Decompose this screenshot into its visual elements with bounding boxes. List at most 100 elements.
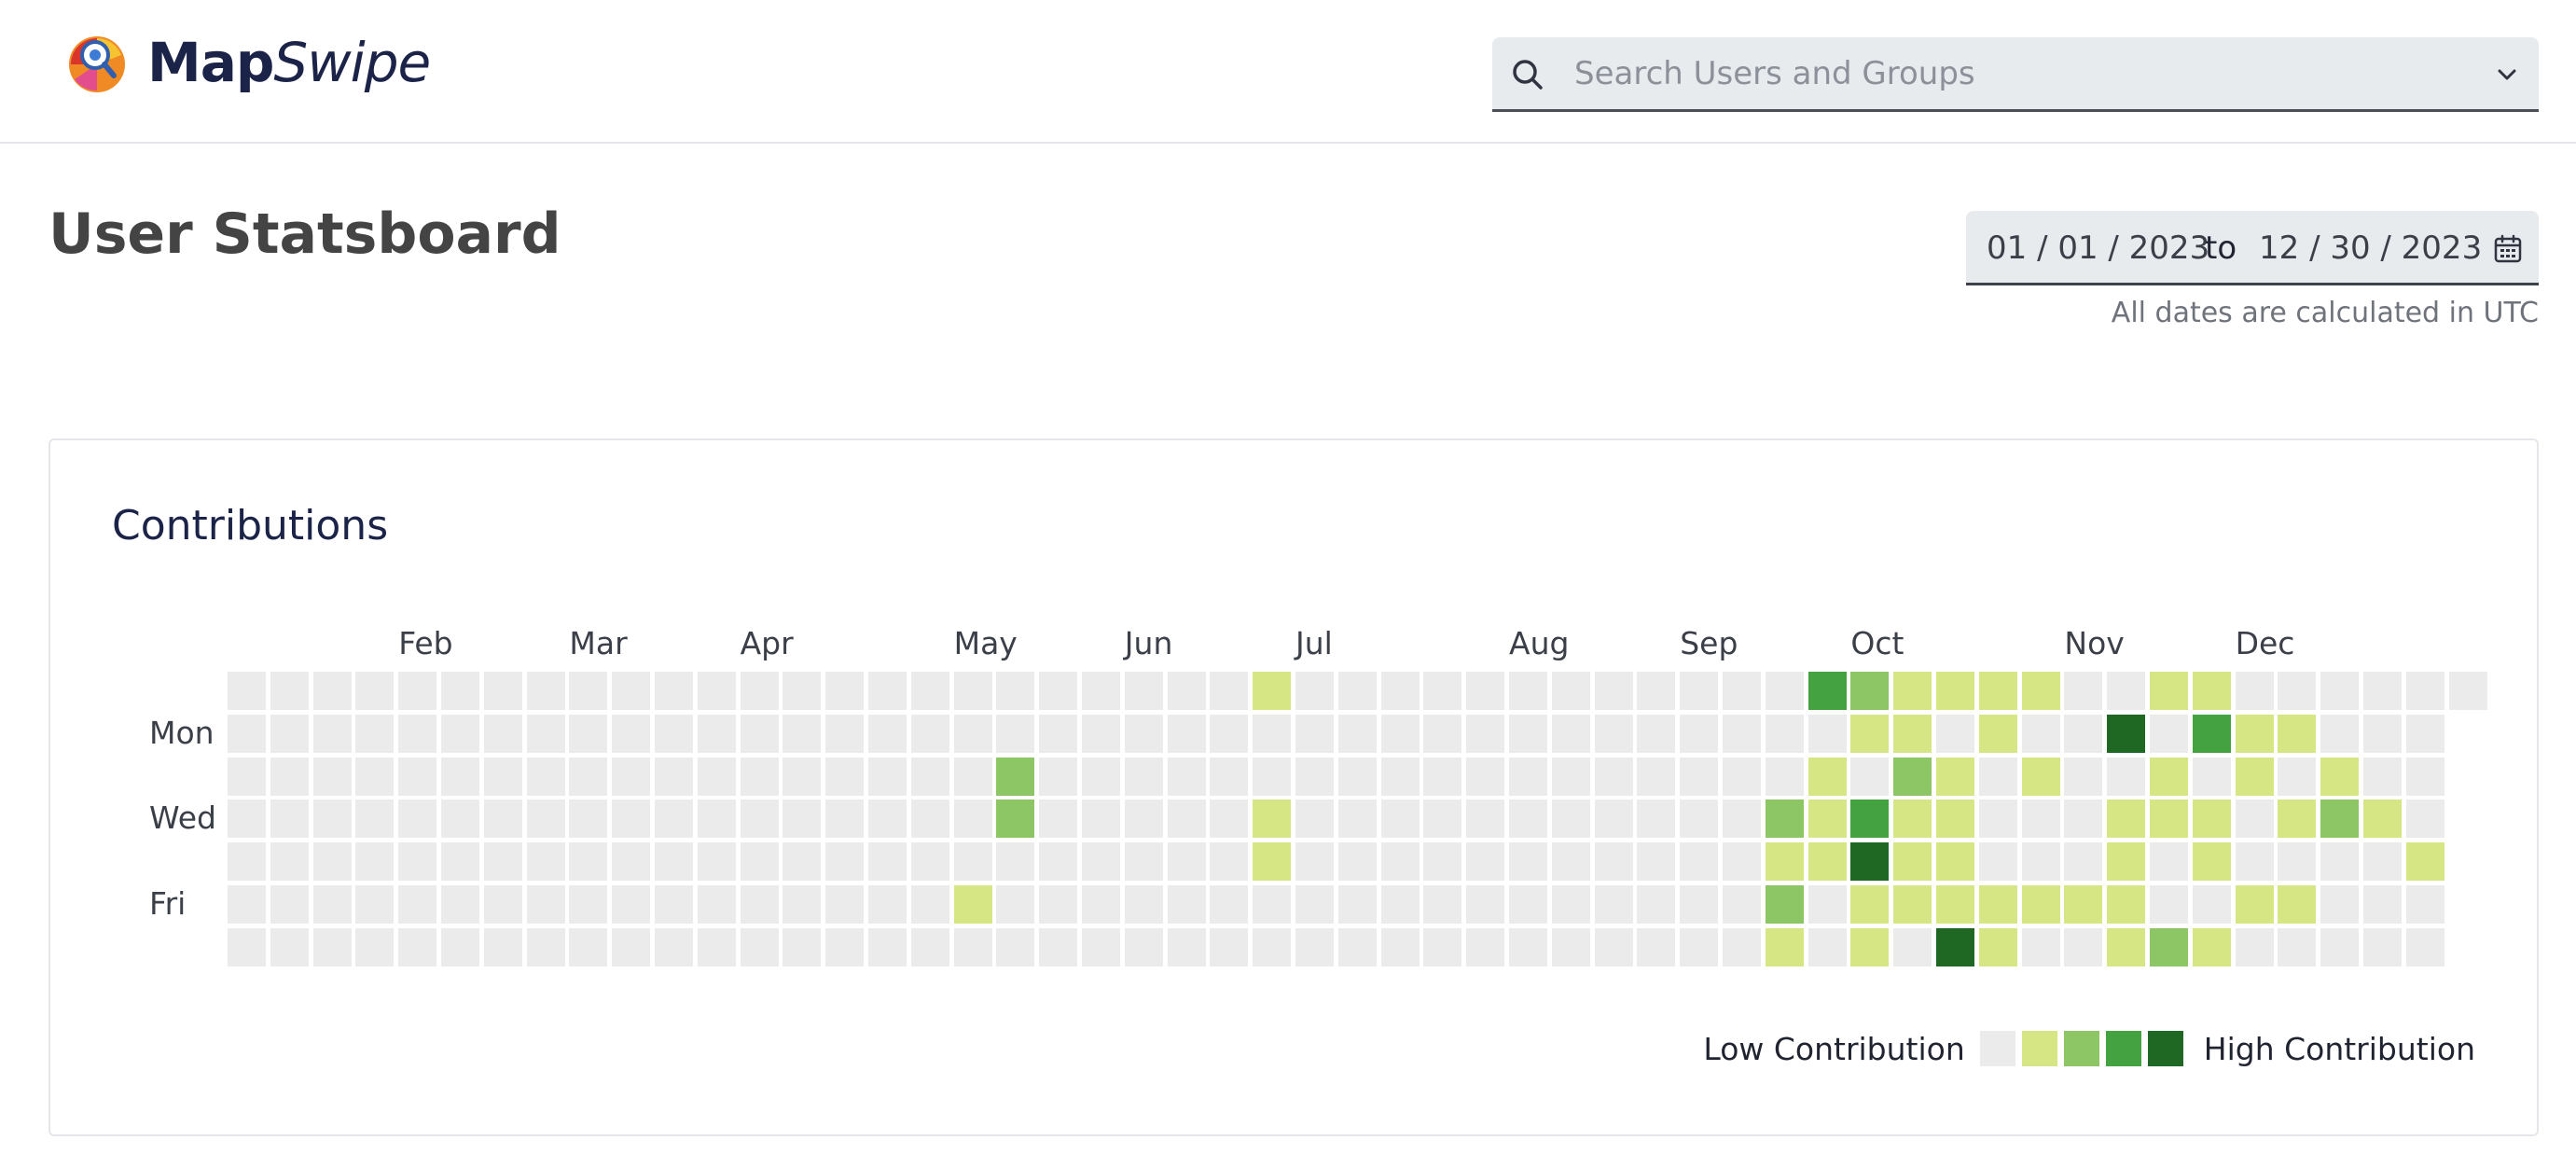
heatmap-cell[interactable] (1893, 714, 1932, 753)
heatmap-cell[interactable] (2192, 757, 2231, 796)
heatmap-cell[interactable] (1936, 714, 1974, 753)
heatmap-cell[interactable] (910, 672, 949, 710)
heatmap-cell[interactable] (2320, 885, 2360, 924)
heatmap-cell[interactable] (1893, 757, 1932, 796)
heatmap-cell[interactable] (655, 714, 693, 753)
heatmap-cell[interactable] (2150, 842, 2188, 882)
heatmap-cell[interactable] (953, 800, 992, 839)
heatmap-cell[interactable] (1295, 714, 1334, 753)
heatmap-cell[interactable] (1850, 927, 1890, 966)
heatmap-cell[interactable] (697, 757, 736, 796)
heatmap-cell[interactable] (1466, 800, 1505, 839)
heatmap-cell[interactable] (1509, 757, 1547, 796)
heatmap-cell[interactable] (2405, 800, 2444, 839)
heatmap-cell[interactable] (1807, 842, 1847, 882)
heatmap-cell[interactable] (655, 927, 693, 966)
heatmap-cell[interactable] (782, 842, 822, 882)
heatmap-cell[interactable] (1210, 927, 1249, 966)
heatmap-cell[interactable] (2235, 885, 2274, 924)
heatmap-cell[interactable] (398, 714, 437, 753)
heatmap-cell[interactable] (2064, 672, 2103, 710)
heatmap-cell[interactable] (1551, 757, 1590, 796)
heatmap-cell[interactable] (2064, 842, 2103, 882)
heatmap-cell[interactable] (1124, 672, 1163, 710)
heatmap-cell[interactable] (483, 927, 522, 966)
heatmap-cell[interactable] (2320, 672, 2360, 710)
heatmap-cell[interactable] (1253, 800, 1292, 839)
heatmap-cell[interactable] (2363, 800, 2402, 839)
heatmap-cell[interactable] (355, 927, 395, 966)
heatmap-cell[interactable] (740, 757, 779, 796)
heatmap-cell[interactable] (441, 885, 479, 924)
heatmap-cell[interactable] (1039, 885, 1078, 924)
heatmap-cell[interactable] (2192, 885, 2231, 924)
heatmap-cell[interactable] (996, 757, 1035, 796)
heatmap-cell[interactable] (1765, 885, 1804, 924)
heatmap-cell[interactable] (2278, 714, 2317, 753)
heatmap-cell[interactable] (1807, 714, 1847, 753)
heatmap-cell[interactable] (1124, 927, 1163, 966)
heatmap-cell[interactable] (1380, 885, 1420, 924)
heatmap-cell[interactable] (1807, 757, 1847, 796)
heatmap-cell[interactable] (2150, 672, 2188, 710)
heatmap-cell[interactable] (782, 714, 822, 753)
heatmap-cell[interactable] (2021, 800, 2060, 839)
heatmap-cell[interactable] (2064, 885, 2103, 924)
heatmap-cell[interactable] (2021, 927, 2060, 966)
heatmap-cell[interactable] (996, 714, 1035, 753)
heatmap-cell[interactable] (1167, 757, 1206, 796)
heatmap-cell[interactable] (2235, 757, 2274, 796)
heatmap-cell[interactable] (1765, 842, 1804, 882)
heatmap-cell[interactable] (1509, 672, 1547, 710)
heatmap-cell[interactable] (1936, 757, 1974, 796)
heatmap-cell[interactable] (1124, 757, 1163, 796)
heatmap-cell[interactable] (1466, 842, 1505, 882)
heatmap-cell[interactable] (228, 842, 266, 882)
heatmap-cell[interactable] (1167, 800, 1206, 839)
calendar-icon[interactable] (2492, 233, 2524, 265)
heatmap-cell[interactable] (1594, 757, 1633, 796)
heatmap-cell[interactable] (1295, 885, 1334, 924)
heatmap-cell[interactable] (2235, 927, 2274, 966)
heatmap-cell[interactable] (2320, 842, 2360, 882)
heatmap-cell[interactable] (1978, 757, 2017, 796)
heatmap-cell[interactable] (953, 714, 992, 753)
heatmap-cell[interactable] (1978, 885, 2017, 924)
heatmap-cell[interactable] (1850, 714, 1890, 753)
heatmap-cell[interactable] (2363, 757, 2402, 796)
heatmap-cell[interactable] (2064, 800, 2103, 839)
heatmap-cell[interactable] (1765, 714, 1804, 753)
heatmap-cell[interactable] (1594, 800, 1633, 839)
heatmap-cell[interactable] (910, 757, 949, 796)
heatmap-cell[interactable] (1082, 800, 1120, 839)
heatmap-cell[interactable] (1551, 672, 1590, 710)
heatmap-cell[interactable] (398, 885, 437, 924)
heatmap-cell[interactable] (1210, 714, 1249, 753)
heatmap-cell[interactable] (398, 927, 437, 966)
heatmap-cell[interactable] (2192, 927, 2231, 966)
heatmap-cell[interactable] (1466, 757, 1505, 796)
heatmap-cell[interactable] (2150, 927, 2188, 966)
heatmap-cell[interactable] (1380, 927, 1420, 966)
heatmap-cell[interactable] (1167, 927, 1206, 966)
heatmap-cell[interactable] (782, 927, 822, 966)
heatmap-cell[interactable] (868, 757, 907, 796)
heatmap-cell[interactable] (2107, 672, 2146, 710)
heatmap-cell[interactable] (953, 842, 992, 882)
heatmap-cell[interactable] (1594, 842, 1633, 882)
heatmap-cell[interactable] (1680, 800, 1719, 839)
heatmap-cell[interactable] (1423, 800, 1462, 839)
heatmap-cell[interactable] (612, 927, 651, 966)
heatmap-cell[interactable] (1337, 757, 1377, 796)
heatmap-cell[interactable] (1637, 885, 1676, 924)
heatmap-cell[interactable] (1637, 672, 1676, 710)
heatmap-cell[interactable] (910, 800, 949, 839)
heatmap-cell[interactable] (1723, 800, 1761, 839)
heatmap-cell[interactable] (526, 757, 565, 796)
heatmap-cell[interactable] (270, 714, 309, 753)
heatmap-cell[interactable] (1124, 842, 1163, 882)
heatmap-cell[interactable] (2235, 714, 2274, 753)
heatmap-cell[interactable] (2150, 714, 2188, 753)
heatmap-cell[interactable] (1380, 842, 1420, 882)
heatmap-cell[interactable] (1082, 842, 1120, 882)
